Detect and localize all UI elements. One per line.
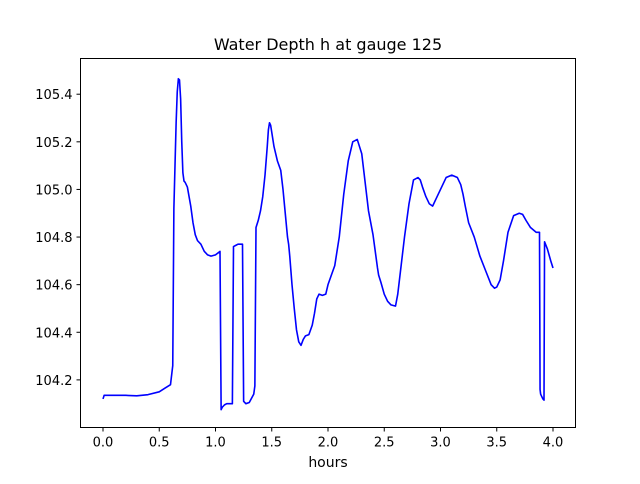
x-tick-label: 1.0 — [205, 436, 226, 451]
x-tick-label: 0.5 — [149, 436, 170, 451]
x-tick-label: 3.0 — [430, 436, 451, 451]
y-tick-label: 104.8 — [35, 231, 72, 246]
y-tick-label: 104.2 — [35, 374, 72, 389]
x-tick-label: 3.5 — [486, 436, 507, 451]
x-tick-label: 4.0 — [543, 436, 564, 451]
plot-frame — [80, 58, 576, 428]
y-tick-label: 105.0 — [35, 183, 72, 198]
axes-layer: 0.0 0.5 1.0 1.5 2.0 2.5 3.0 3.5 4.0 104.2 104.4 104… — [35, 88, 563, 450]
y-tick-label: 104.4 — [35, 326, 72, 341]
series-line — [102, 77, 554, 411]
y-tick-label: 104.6 — [35, 279, 72, 294]
x-axis-label: hours — [308, 455, 347, 471]
series-layer — [102, 77, 554, 411]
x-tick-label: 1.5 — [261, 436, 282, 451]
chart-title: Water Depth h at gauge 125 — [214, 35, 442, 54]
x-tick-label: 2.5 — [374, 436, 395, 451]
y-tick-label: 105.4 — [35, 88, 72, 103]
x-tick-label: 0.0 — [93, 436, 114, 451]
y-tick-label: 105.2 — [35, 136, 72, 151]
x-tick-label: 2.0 — [318, 436, 339, 451]
